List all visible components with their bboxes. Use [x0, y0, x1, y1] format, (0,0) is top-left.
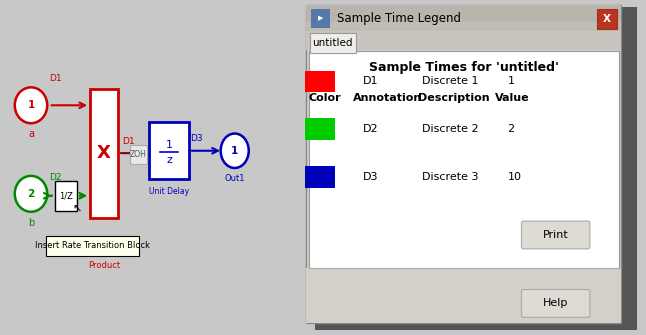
Text: Unit Delay: Unit Delay — [149, 187, 189, 196]
Text: D2: D2 — [363, 124, 379, 134]
Text: untitled: untitled — [313, 38, 353, 48]
FancyBboxPatch shape — [315, 7, 637, 330]
Text: z: z — [166, 155, 172, 165]
Text: Insert Rate Transition Block: Insert Rate Transition Block — [35, 242, 150, 251]
Text: Print: Print — [543, 230, 568, 240]
Text: Out1: Out1 — [224, 174, 245, 183]
Ellipse shape — [15, 176, 47, 212]
FancyBboxPatch shape — [149, 122, 189, 180]
Text: D1: D1 — [48, 74, 61, 83]
Text: 2: 2 — [508, 124, 515, 134]
Text: X: X — [97, 144, 111, 162]
Text: Discrete 1: Discrete 1 — [421, 76, 478, 86]
Ellipse shape — [221, 134, 249, 168]
Text: b: b — [28, 218, 34, 228]
Text: Discrete 3: Discrete 3 — [421, 172, 478, 182]
Text: D1: D1 — [123, 137, 135, 146]
Text: X: X — [603, 14, 611, 24]
FancyBboxPatch shape — [309, 51, 619, 285]
FancyBboxPatch shape — [306, 5, 621, 31]
FancyBboxPatch shape — [521, 221, 590, 249]
FancyBboxPatch shape — [311, 9, 330, 28]
FancyBboxPatch shape — [306, 5, 621, 323]
Text: D3: D3 — [191, 134, 203, 143]
Text: ↖: ↖ — [72, 205, 82, 215]
FancyBboxPatch shape — [46, 236, 139, 256]
Ellipse shape — [15, 87, 47, 123]
FancyBboxPatch shape — [306, 268, 621, 323]
FancyBboxPatch shape — [90, 88, 118, 218]
Text: Help: Help — [543, 298, 568, 309]
Text: Color: Color — [309, 93, 341, 103]
Text: 1: 1 — [165, 140, 172, 150]
Text: ▶: ▶ — [318, 15, 324, 21]
FancyBboxPatch shape — [305, 119, 335, 140]
Text: Sample Time Legend: Sample Time Legend — [337, 12, 461, 25]
Text: Value: Value — [495, 93, 530, 103]
FancyBboxPatch shape — [306, 5, 621, 21]
Text: D3: D3 — [363, 172, 379, 182]
FancyBboxPatch shape — [306, 31, 621, 50]
Text: D1: D1 — [363, 76, 379, 86]
Text: 10: 10 — [508, 172, 521, 182]
Text: Discrete 2: Discrete 2 — [421, 124, 478, 134]
FancyBboxPatch shape — [597, 9, 617, 29]
Text: 1: 1 — [508, 76, 514, 86]
FancyBboxPatch shape — [521, 289, 590, 317]
FancyBboxPatch shape — [130, 145, 147, 164]
Text: Description: Description — [418, 93, 490, 103]
Text: ZOH: ZOH — [130, 150, 147, 159]
FancyBboxPatch shape — [305, 166, 335, 188]
Text: 1: 1 — [27, 100, 35, 110]
FancyBboxPatch shape — [310, 32, 355, 53]
Text: 1: 1 — [231, 146, 238, 156]
Text: D2: D2 — [48, 173, 61, 182]
Text: 2: 2 — [27, 189, 35, 199]
Text: 1/Z: 1/Z — [59, 191, 72, 200]
Text: a: a — [28, 129, 34, 139]
Text: Annotation: Annotation — [353, 93, 422, 103]
FancyBboxPatch shape — [55, 181, 77, 211]
Text: Sample Times for 'untitled': Sample Times for 'untitled' — [369, 61, 559, 73]
Text: Product: Product — [88, 261, 120, 270]
FancyBboxPatch shape — [305, 71, 335, 92]
